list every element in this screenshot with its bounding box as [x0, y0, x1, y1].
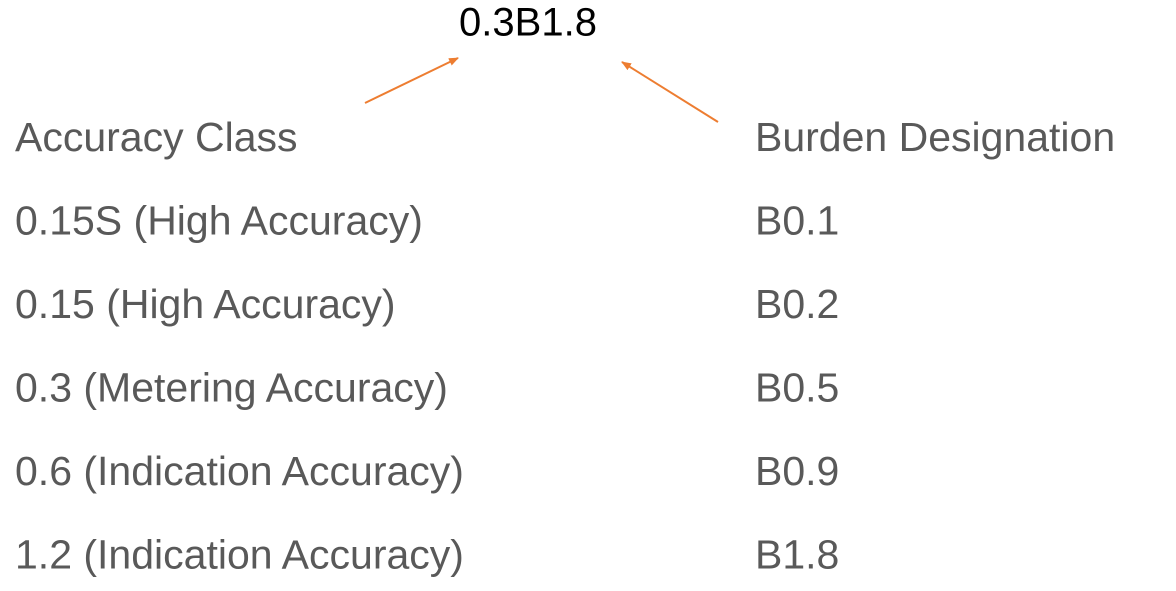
table: Accuracy Class Burden Designation 0.15S (H…	[15, 114, 1115, 578]
table-cell: B1.8	[755, 531, 839, 577]
header-cell: Accuracy Class	[15, 114, 298, 160]
table-cell: B0.2	[755, 281, 839, 327]
arrow-right	[621, 61, 719, 123]
table-cell: B0.9	[755, 448, 839, 494]
header-cell: Burden Designation	[755, 114, 1115, 160]
table-cell: 0.3 (Metering Accuracy)	[15, 364, 448, 410]
arrow-left	[364, 57, 459, 104]
title: 0.3B1.8	[459, 1, 597, 45]
table-cell: 0.6 (Indication Accuracy)	[15, 448, 464, 494]
table-cell: 0.15 (High Accuracy)	[15, 281, 396, 327]
table-cell: 1.2 (Indication Accuracy)	[15, 531, 464, 577]
table-cell: 0.15S (High Accuracy)	[15, 197, 423, 243]
table-cell: B0.5	[755, 364, 839, 410]
table-cell: B0.1	[755, 197, 839, 243]
